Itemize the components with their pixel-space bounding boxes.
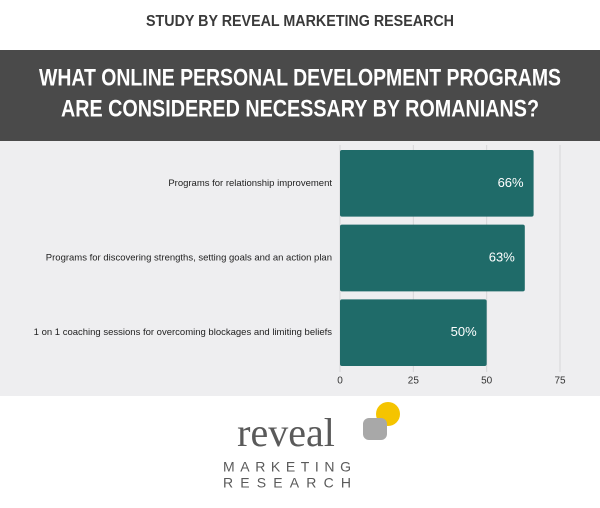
x-tick-label: 50 [481, 376, 493, 387]
y-tick-label: Programs for discovering strengths, sett… [46, 253, 332, 264]
logo-word: reveal [237, 410, 335, 455]
bar [340, 150, 534, 217]
x-tick-label: 75 [554, 376, 566, 387]
y-tick-label: Programs for relationship improvement [168, 178, 332, 189]
header: STUDY BY REVEAL MARKETING RESEARCH [146, 13, 454, 30]
value-label: 50% [451, 324, 477, 339]
chart-title: ARE CONSIDERED NECESSARY BY ROMANIANS? [61, 95, 539, 122]
x-tick-label: 25 [408, 376, 420, 387]
value-label: 66% [498, 175, 524, 190]
title-band [0, 50, 600, 141]
x-tick-label: 0 [337, 376, 343, 387]
bar [340, 299, 487, 366]
value-label: 63% [489, 249, 515, 264]
plot: 0 25 50 75 66% Programs for relationship impr… [34, 145, 566, 387]
y-tick-label: 1 on 1 coaching sessions for overcoming … [34, 327, 333, 338]
bar [340, 224, 525, 292]
chart-title: WHAT ONLINE PERSONAL DEVELOPMENT PROGRAM… [39, 64, 561, 91]
logo-square [363, 418, 387, 440]
logo-line: MARKETING [223, 459, 351, 475]
